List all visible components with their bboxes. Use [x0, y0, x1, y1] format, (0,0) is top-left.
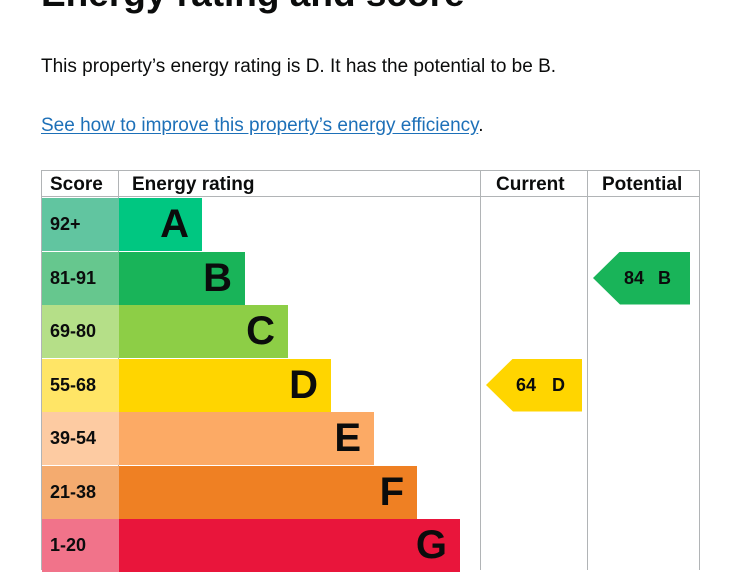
divider-potential: [587, 171, 588, 570]
band-bar-d: D: [119, 358, 331, 412]
improve-efficiency-link[interactable]: See how to improve this property’s energ…: [41, 115, 479, 136]
band-score-range: 21-38: [42, 465, 119, 519]
improve-paragraph: See how to improve this property’s energ…: [41, 113, 484, 138]
current-score: 64: [516, 374, 537, 395]
table-header: Score Energy rating Current Potential: [42, 171, 699, 197]
header-energy-rating: Energy rating: [132, 174, 255, 195]
current-rating-arrow: 64 D: [486, 358, 582, 412]
band-score-range: 92+: [42, 198, 119, 251]
band-bar-g: G: [119, 519, 460, 572]
band-score-range: 55-68: [42, 358, 119, 412]
band-score-range: 81-91: [42, 251, 119, 305]
page-heading: Energy rating and score: [41, 0, 465, 14]
band-bar-e: E: [119, 412, 374, 465]
current-letter: D: [552, 374, 565, 395]
rating-summary: This property’s energy rating is D. It h…: [41, 56, 557, 77]
header-potential: Potential: [602, 174, 683, 195]
band-score-range: 69-80: [42, 305, 119, 358]
band-bar-b: B: [119, 251, 245, 305]
potential-score: 84: [624, 267, 645, 288]
header-current: Current: [496, 174, 565, 195]
header-score: Score: [50, 174, 103, 195]
divider-current: [480, 171, 481, 570]
band-bar-f: F: [119, 465, 417, 519]
band-bar-c: C: [119, 305, 288, 358]
band-bar-a: A: [119, 198, 202, 251]
band-score-range: 1-20: [42, 519, 119, 572]
potential-letter: B: [658, 267, 671, 288]
potential-rating-arrow: 84 B: [593, 251, 690, 305]
improve-suffix: .: [478, 115, 484, 136]
band-score-range: 39-54: [42, 412, 119, 465]
energy-rating-table: Score Energy rating Current Potential 92…: [41, 170, 700, 572]
